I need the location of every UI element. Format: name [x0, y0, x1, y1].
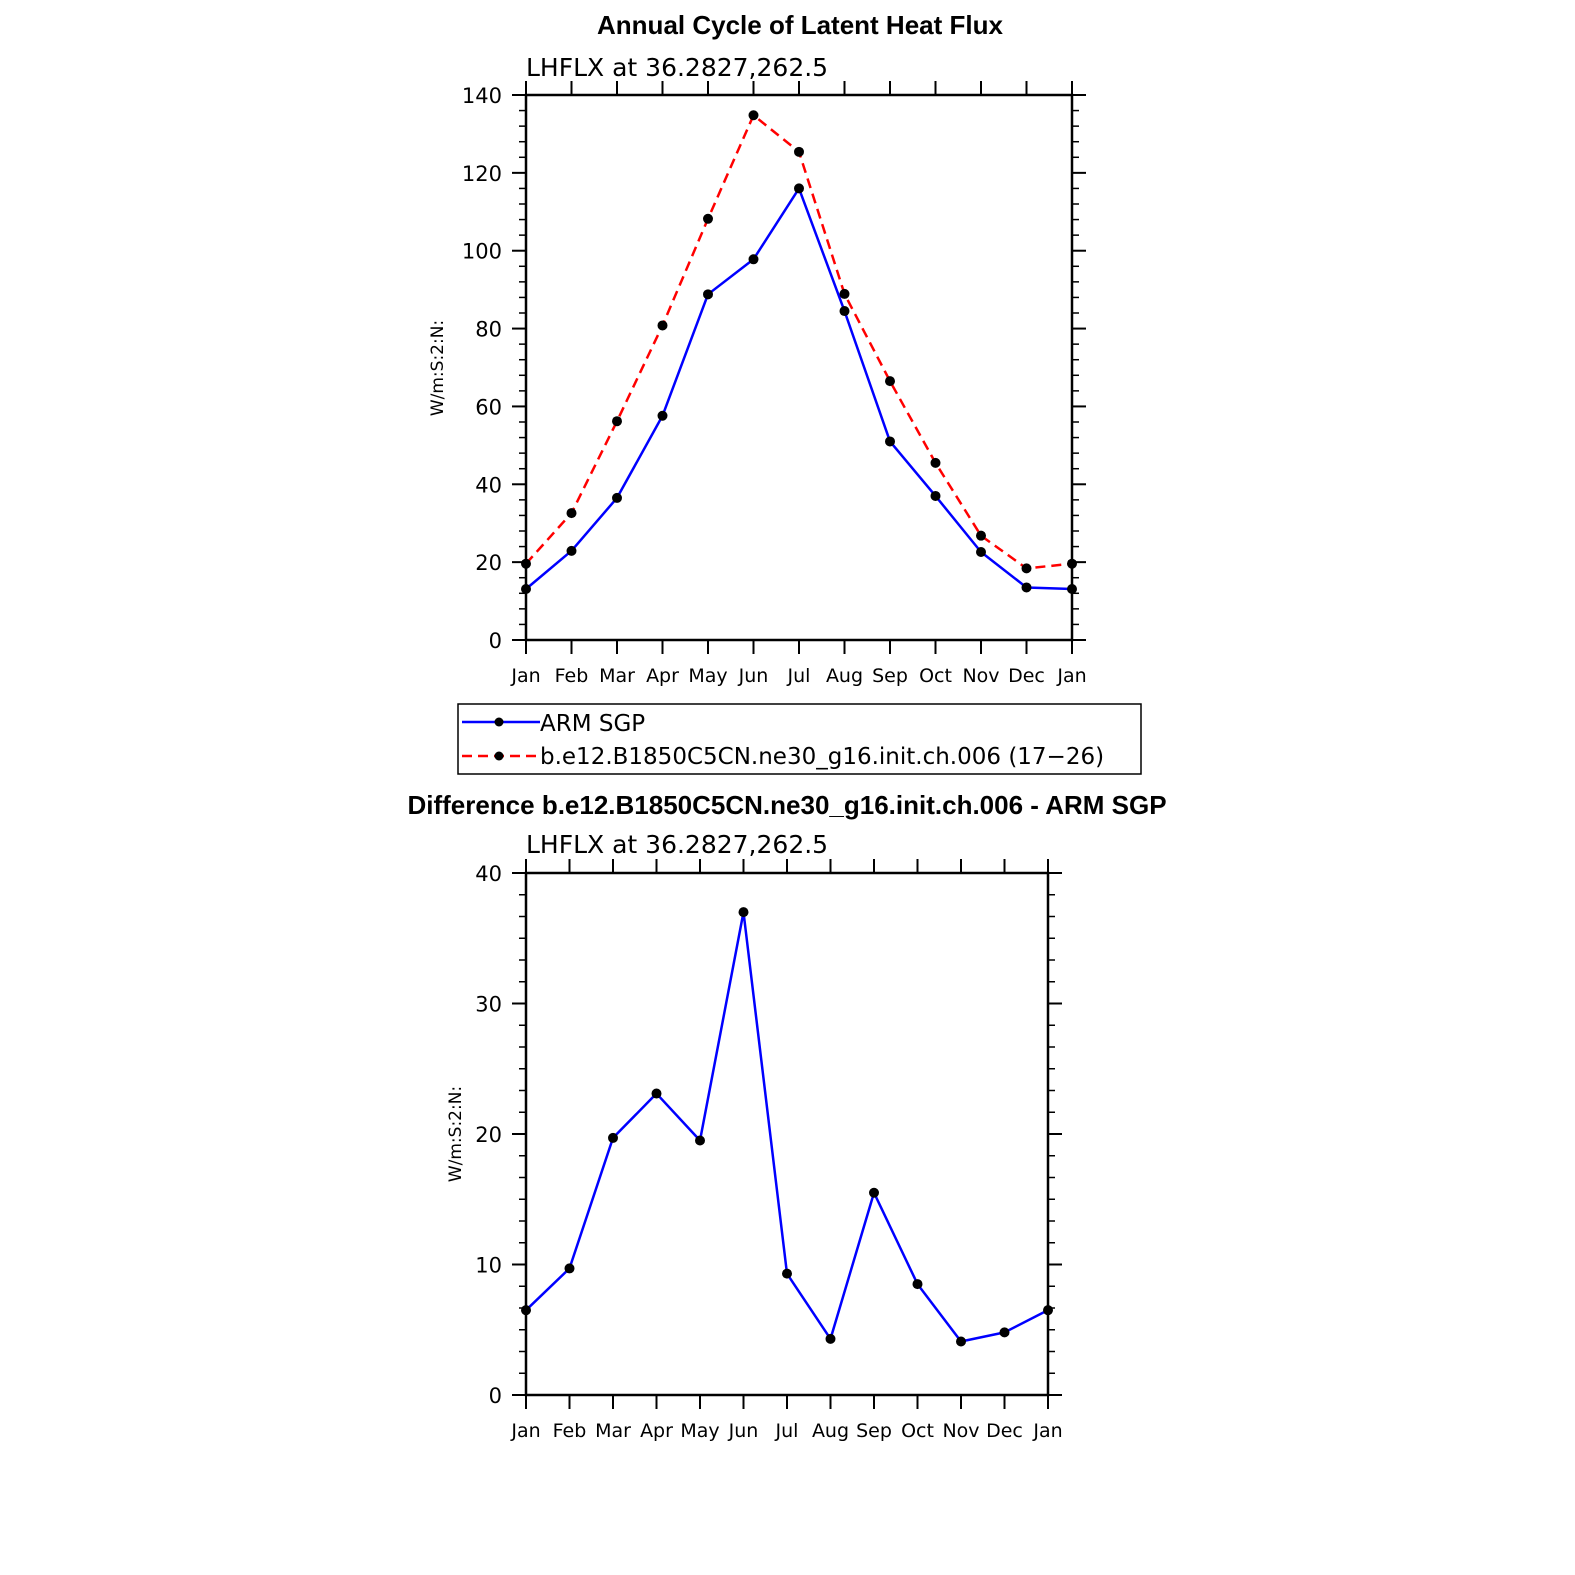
legend-marker-arm-sgp — [494, 717, 504, 727]
series-1-point — [930, 457, 941, 468]
x-tick-label: Aug — [812, 1420, 849, 1442]
y-tick-label: 80 — [475, 318, 502, 342]
series-0-point — [608, 1132, 618, 1143]
series-0-point — [657, 410, 668, 421]
difference-title: Difference b.e12.B1850C5CN.ne30_g16.init… — [407, 790, 1166, 820]
legend-box — [457, 703, 1142, 775]
series-0-point — [612, 492, 622, 503]
x-tick-label: May — [680, 1420, 719, 1442]
series-0-point — [869, 1187, 879, 1198]
y-tick-label: 40 — [475, 473, 502, 497]
series-0-point — [976, 547, 986, 558]
annual-cycle-plot-area: 0 20 40 60 80 100 120 140 Jan Feb Mar Apr May Jun Jul A… — [462, 81, 1087, 687]
x-tick-label: Mar — [599, 665, 635, 687]
x-tick-label: Jan — [510, 665, 540, 687]
annual-cycle-y-axis-title: W/m:S:2:N: — [428, 320, 448, 416]
x-tick-label: Jul — [775, 1420, 799, 1442]
x-tick-label: Jul — [787, 665, 811, 687]
y-tick-label: 60 — [475, 395, 502, 419]
legend-marker-model — [494, 751, 504, 761]
series-1-point — [521, 558, 531, 569]
x-tick-label: Jan — [1056, 665, 1086, 687]
x-tick-label: Oct — [919, 665, 952, 687]
x-tick-label: Oct — [901, 1420, 934, 1442]
series-line-0 — [525, 187, 1073, 591]
y-tick-label: 0 — [489, 629, 502, 653]
series-0-point — [794, 183, 804, 194]
x-tick-label: Apr — [640, 1420, 673, 1442]
series-1-point — [612, 416, 622, 427]
series-line-1 — [525, 113, 1073, 570]
x-tick-label: May — [688, 665, 727, 687]
series-0-point — [1043, 1305, 1053, 1316]
x-tick-label: Feb — [555, 665, 589, 687]
y-tick-label: 20 — [475, 551, 502, 575]
x-tick-label: Dec — [986, 1420, 1023, 1442]
series-0-point — [564, 1263, 575, 1274]
x-tick-label: Apr — [646, 665, 679, 687]
x-tick-label: Sep — [856, 1420, 892, 1442]
annual-cycle-panel: Annual Cycle of Latent Heat Flux LHFLX a… — [428, 10, 1142, 775]
series-0-point — [748, 254, 759, 265]
series-0-point — [930, 490, 941, 501]
series-0-point — [695, 1135, 705, 1146]
x-tick-label: Nov — [942, 1420, 979, 1442]
annual-cycle-title: Annual Cycle of Latent Heat Flux — [597, 10, 1003, 40]
y-tick-label: 0 — [489, 1384, 502, 1408]
y-tick-label: 20 — [475, 1123, 502, 1147]
series-0-point — [782, 1268, 792, 1279]
legend: ARM SGP b.e12.B1850C5CN.ne30_g16.init.ch… — [457, 703, 1142, 775]
series-0-point — [738, 907, 749, 918]
series-1-point — [566, 508, 577, 519]
x-tick-label: Sep — [872, 665, 908, 687]
series-0-point — [999, 1327, 1010, 1338]
series-1-point — [748, 110, 759, 121]
x-tick-label: Jun — [738, 665, 769, 687]
series-0-point — [651, 1088, 662, 1099]
y-tick-label: 100 — [462, 240, 502, 264]
x-tick-label: Nov — [962, 665, 999, 687]
series-0-point — [1067, 584, 1077, 595]
annual-cycle-subtitle: LHFLX at 36.2827,262.5 — [526, 53, 828, 82]
series-1-point — [794, 146, 804, 157]
series-0-point — [1021, 582, 1032, 593]
series-0-point — [566, 545, 577, 556]
difference-plot-area: 0 10 20 30 40 Jan Feb Mar Apr May Jun Jul Aug Sep Oct N… — [475, 859, 1063, 1442]
legend-label-model: b.e12.B1850C5CN.ne30_g16.init.ch.006 (17… — [540, 744, 1104, 770]
series-1-point — [976, 530, 986, 541]
x-tick-label: Jun — [728, 1420, 759, 1442]
y-tick-label: 40 — [475, 862, 502, 886]
x-tick-label: Jan — [1032, 1420, 1062, 1442]
y-tick-label: 10 — [475, 1254, 502, 1278]
difference-y-axis-title: W/m:S:2:N: — [446, 1086, 466, 1182]
series-0-point — [912, 1279, 923, 1290]
x-tick-label: Jan — [510, 1420, 540, 1442]
y-tick-label: 30 — [475, 993, 502, 1017]
series-1-point — [657, 320, 668, 331]
series-1-point — [1021, 563, 1032, 574]
difference-panel: Difference b.e12.B1850C5CN.ne30_g16.init… — [407, 790, 1166, 1442]
x-tick-label: Aug — [826, 665, 863, 687]
series-1-point — [839, 288, 850, 299]
series-0-point — [956, 1336, 966, 1347]
y-tick-label: 140 — [462, 84, 502, 108]
difference-subtitle: LHFLX at 36.2827,262.5 — [526, 830, 828, 859]
series-0-point — [521, 1305, 531, 1316]
y-tick-label: 120 — [462, 162, 502, 186]
series-0-point — [885, 436, 895, 447]
plot-frame — [524, 871, 1050, 1397]
x-tick-label: Mar — [595, 1420, 631, 1442]
legend-label-arm-sgp: ARM SGP — [540, 711, 645, 737]
series-1-point — [885, 376, 895, 387]
series-1-point — [703, 213, 713, 224]
series-1-point — [1067, 558, 1077, 569]
series-0-point — [521, 584, 531, 595]
series-0-point — [825, 1333, 836, 1344]
series-0-point — [839, 306, 850, 317]
x-tick-label: Dec — [1008, 665, 1045, 687]
series-0-point — [703, 289, 713, 300]
x-tick-label: Feb — [553, 1420, 587, 1442]
